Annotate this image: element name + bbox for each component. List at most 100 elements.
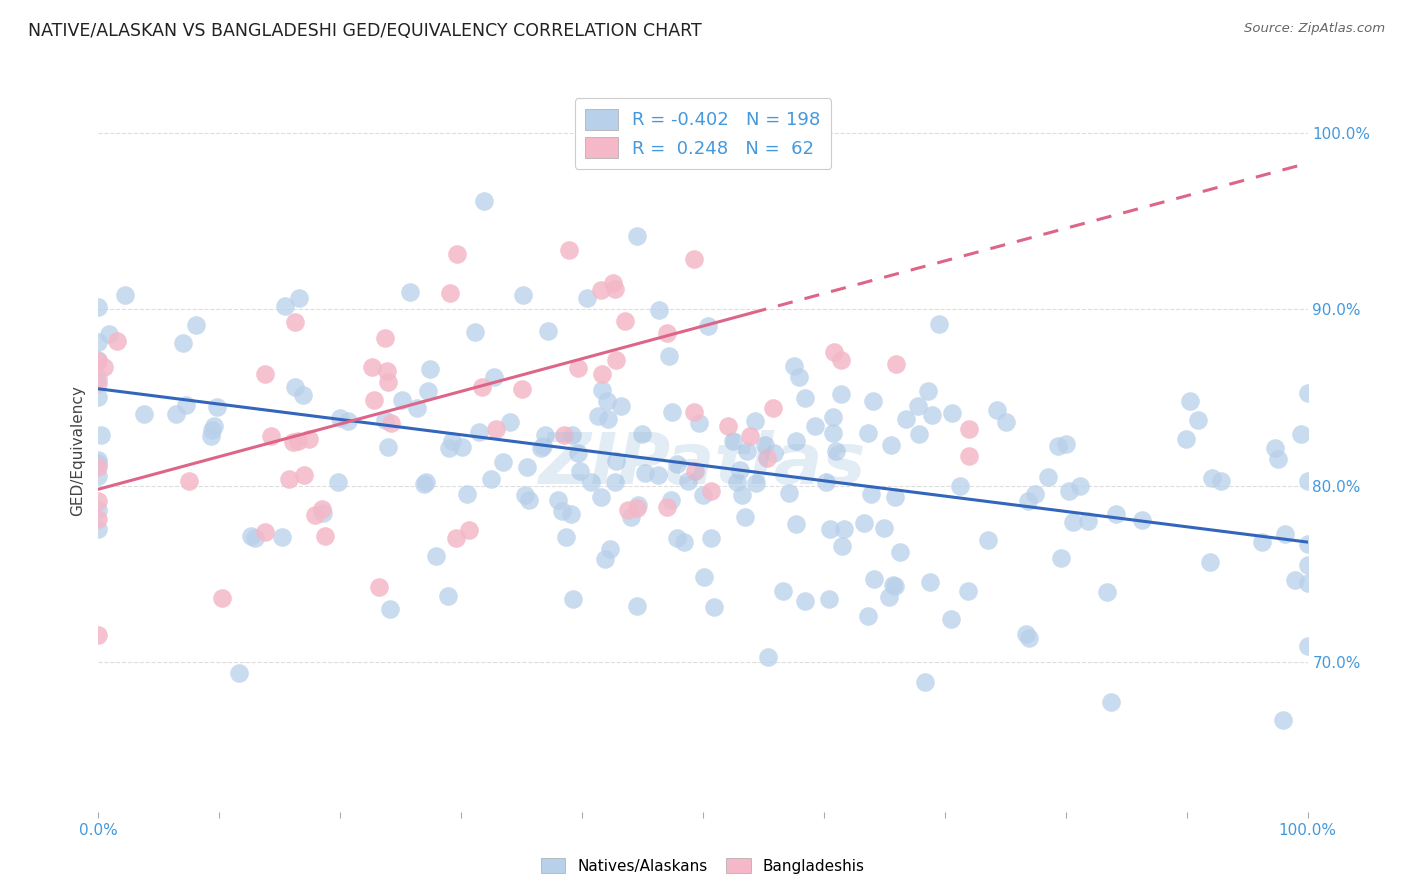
- Point: [949, 479, 972, 493]
- Point: [326, 475, 349, 490]
- Point: [284, 316, 307, 330]
- Point: [683, 405, 706, 419]
- Point: [1047, 439, 1070, 453]
- Point: [699, 531, 721, 545]
- Point: [416, 384, 439, 398]
- Point: [994, 415, 1017, 429]
- Point: [734, 510, 756, 524]
- Point: [658, 350, 681, 364]
- Point: [205, 400, 228, 414]
- Point: [907, 427, 929, 442]
- Point: [1024, 487, 1046, 501]
- Point: [311, 502, 333, 516]
- Point: [631, 427, 654, 442]
- Point: [260, 429, 283, 443]
- Point: [87, 376, 110, 390]
- Point: [87, 459, 110, 474]
- Point: [482, 369, 505, 384]
- Point: [661, 405, 683, 419]
- Point: [419, 361, 441, 376]
- Point: [560, 507, 582, 521]
- Point: [647, 303, 669, 318]
- Point: [941, 406, 963, 420]
- Point: [605, 282, 627, 296]
- Point: [884, 490, 907, 504]
- Point: [1201, 471, 1223, 485]
- Point: [314, 529, 336, 543]
- Point: [87, 468, 110, 483]
- Point: [391, 393, 413, 408]
- Point: [553, 427, 575, 442]
- Point: [228, 665, 250, 680]
- Point: [547, 493, 569, 508]
- Point: [918, 574, 941, 589]
- Point: [616, 503, 638, 517]
- Point: [823, 344, 845, 359]
- Text: NATIVE/ALASKAN VS BANGLADESHI GED/EQUIVALENCY CORRELATION CHART: NATIVE/ALASKAN VS BANGLADESHI GED/EQUIVA…: [28, 22, 702, 40]
- Point: [596, 393, 619, 408]
- Point: [1209, 475, 1232, 489]
- Point: [165, 407, 187, 421]
- Point: [793, 391, 815, 405]
- Point: [626, 229, 648, 244]
- Point: [692, 570, 714, 584]
- Point: [785, 434, 807, 448]
- Point: [696, 318, 718, 333]
- Point: [1267, 451, 1289, 466]
- Point: [589, 283, 612, 297]
- Point: [1095, 585, 1118, 599]
- Point: [87, 493, 110, 508]
- Point: [90, 427, 112, 442]
- Point: [1077, 514, 1099, 528]
- Point: [1099, 695, 1122, 709]
- Point: [703, 600, 725, 615]
- Point: [87, 503, 110, 517]
- Point: [666, 531, 689, 545]
- Point: [1296, 558, 1319, 572]
- Point: [567, 360, 589, 375]
- Point: [591, 383, 613, 397]
- Point: [688, 416, 710, 430]
- Point: [1296, 537, 1319, 551]
- Point: [561, 428, 583, 442]
- Point: [735, 443, 758, 458]
- Point: [793, 594, 815, 608]
- Point: [531, 440, 554, 454]
- Point: [821, 409, 844, 424]
- Point: [537, 324, 560, 338]
- Point: [87, 628, 110, 642]
- Point: [375, 363, 398, 377]
- Point: [858, 425, 880, 440]
- Point: [853, 516, 876, 530]
- Point: [692, 488, 714, 502]
- Point: [499, 415, 522, 429]
- Point: [368, 580, 391, 594]
- Point: [516, 460, 538, 475]
- Point: [818, 592, 841, 607]
- Point: [458, 523, 481, 537]
- Point: [1272, 713, 1295, 727]
- Point: [439, 286, 461, 301]
- Point: [515, 487, 537, 501]
- Point: [738, 428, 761, 442]
- Point: [862, 394, 884, 409]
- Point: [177, 475, 200, 489]
- Point: [492, 454, 515, 468]
- Point: [374, 331, 396, 345]
- Point: [605, 454, 627, 468]
- Point: [1017, 494, 1039, 508]
- Point: [783, 359, 806, 374]
- Point: [728, 463, 751, 477]
- Point: [1018, 631, 1040, 645]
- Point: [425, 549, 447, 564]
- Point: [725, 475, 748, 490]
- Point: [655, 500, 678, 514]
- Point: [558, 244, 581, 258]
- Point: [603, 475, 626, 489]
- Point: [87, 352, 110, 367]
- Text: ZIPatlas: ZIPatlas: [540, 431, 866, 500]
- Point: [986, 403, 1008, 417]
- Point: [1105, 507, 1128, 521]
- Point: [830, 353, 852, 368]
- Point: [114, 287, 136, 301]
